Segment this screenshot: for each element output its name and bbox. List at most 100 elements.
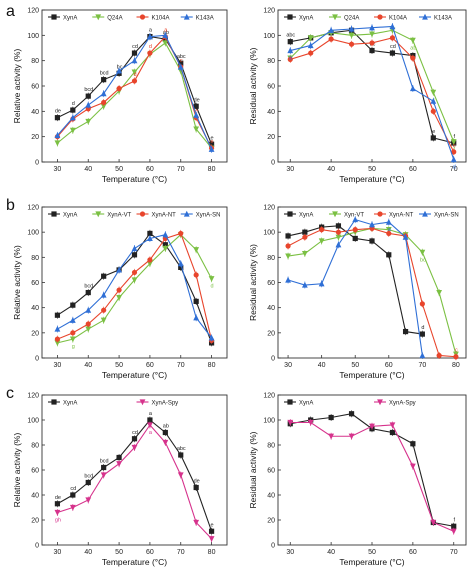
data-point	[147, 50, 153, 56]
data-point	[307, 42, 314, 49]
legend-label: XynA	[299, 213, 313, 219]
significance-label: b	[289, 56, 292, 62]
x-tick-label: 50	[351, 362, 359, 369]
significance-label: a	[164, 28, 168, 34]
data-point	[162, 40, 169, 47]
data-point	[162, 439, 169, 446]
data-point	[285, 233, 291, 239]
legend-marker	[139, 211, 146, 217]
y-tick-label: 60	[267, 468, 275, 475]
x-tick-label: 70	[177, 362, 185, 369]
data-point	[352, 216, 359, 223]
legend-label: XynA-SN	[196, 213, 221, 219]
significance-label: c	[455, 348, 458, 354]
data-point	[69, 504, 76, 511]
significance-label: ab	[163, 424, 169, 430]
data-point	[409, 463, 416, 470]
data-point	[193, 484, 199, 491]
significance-label: d	[421, 325, 424, 331]
x-axis-label: Temperature (°C)	[339, 557, 404, 567]
x-tick-label: 30	[284, 362, 292, 369]
legend-marker	[139, 14, 146, 20]
data-point	[436, 352, 442, 359]
significance-label: c	[453, 143, 456, 149]
data-point	[116, 295, 122, 301]
series-line-xyn-vt	[287, 227, 457, 355]
data-point	[54, 509, 61, 516]
data-point	[302, 234, 308, 240]
chart-b-left: 0 20 40 60 80 100 120 30 40 50 60 70 80 Temperature (…	[12, 205, 228, 380]
data-point	[369, 221, 375, 228]
data-point	[335, 223, 342, 229]
chart-a-right: 0 20 40 60 80 100 120 30 40 50 60 70 Temperature (°C…	[248, 8, 467, 184]
data-point	[369, 40, 375, 46]
significance-label: e	[432, 129, 435, 135]
data-point	[287, 56, 293, 63]
data-point	[147, 235, 153, 242]
data-point	[307, 419, 314, 426]
y-tick-label: 40	[31, 493, 39, 500]
x-tick-label: 30	[54, 362, 62, 369]
chart-c-right: 0 20 40 60 80 100 120 30 40 50 60 70 Temperature (°C…	[248, 393, 467, 567]
data-point	[389, 429, 396, 436]
data-point	[54, 312, 61, 318]
legend-label: K143A	[196, 16, 214, 22]
significance-label: e	[211, 522, 214, 528]
data-point	[69, 336, 76, 343]
data-point	[419, 249, 426, 256]
data-point	[70, 330, 76, 336]
data-point	[193, 298, 199, 304]
data-point	[389, 35, 396, 41]
legend-label: Q24A	[107, 16, 122, 22]
data-point	[177, 260, 184, 267]
y-tick-label: 120	[27, 8, 39, 15]
data-point	[419, 301, 425, 307]
data-point	[193, 247, 200, 253]
x-tick-label: 70	[177, 549, 185, 556]
data-point	[116, 67, 122, 74]
x-tick-label: 50	[115, 362, 123, 369]
data-point	[178, 60, 184, 66]
chart-c-left: 0 20 40 60 80 100 120 30 40 50 60 70 80 Temperature (…	[12, 393, 228, 567]
x-tick-label: 50	[368, 166, 376, 173]
x-tick-label: 50	[115, 549, 123, 556]
y-tick-label: 0	[271, 160, 275, 167]
data-point	[101, 307, 107, 313]
data-point	[131, 57, 138, 64]
data-point	[85, 118, 92, 125]
y-tick-label: 40	[267, 305, 275, 312]
y-tick-label: 120	[263, 8, 275, 15]
legend-marker	[287, 211, 293, 217]
data-point	[100, 317, 107, 324]
legend-label: XynA-Spy	[152, 401, 179, 407]
legend-label: Q24A	[344, 16, 359, 22]
y-tick-label: 0	[35, 543, 39, 550]
legend-label: XynA	[63, 16, 77, 22]
legend-marker	[377, 399, 383, 406]
y-tick-label: 20	[31, 518, 39, 525]
y-tick-label: 0	[35, 160, 39, 167]
data-point	[54, 325, 61, 332]
data-point	[147, 422, 153, 429]
data-point	[318, 280, 325, 287]
data-point	[54, 340, 61, 347]
y-axis-label: Residual activity (%)	[248, 431, 258, 508]
x-tick-label: 50	[115, 166, 123, 173]
x-tick-label: 70	[450, 166, 458, 173]
data-point	[100, 472, 107, 479]
x-tick-label: 70	[418, 362, 426, 369]
significance-label: cd	[132, 430, 138, 436]
data-point	[85, 479, 91, 486]
data-point	[193, 519, 200, 526]
data-point	[147, 261, 153, 267]
x-axis-label: Temperature (°C)	[102, 557, 167, 567]
data-point	[208, 334, 215, 341]
data-point	[101, 273, 107, 279]
data-point	[385, 218, 392, 225]
data-point	[409, 37, 416, 44]
data-point	[162, 32, 169, 38]
data-point	[369, 24, 375, 31]
data-point	[193, 103, 199, 109]
chart-a-left: 0 20 40 60 80 100 120 30 40 50 60 70 80 Temperature (…	[12, 8, 228, 184]
